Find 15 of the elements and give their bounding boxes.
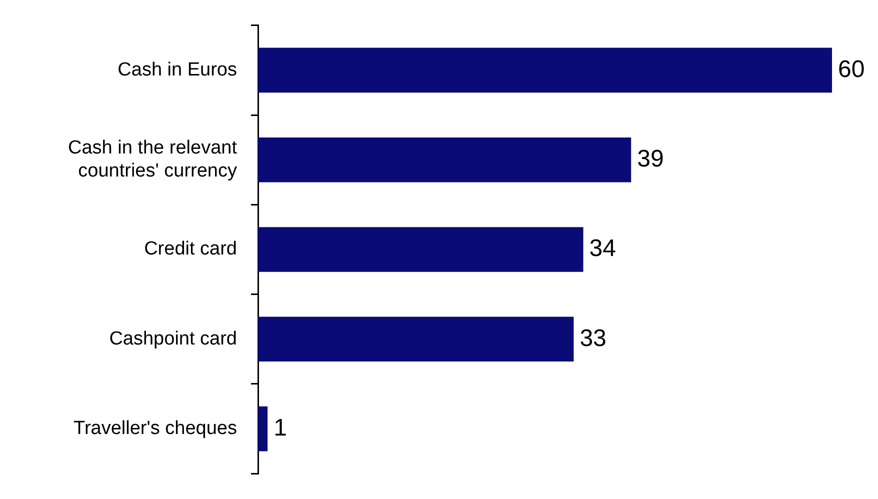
bar (258, 406, 268, 452)
data-label: 1 (274, 414, 287, 442)
y-tick-label: Traveller's cheques (74, 418, 237, 440)
bar (258, 316, 574, 362)
y-tick-label: Cash in the relevant countries' currency (68, 138, 238, 182)
data-label: 34 (589, 235, 616, 262)
bar (258, 137, 632, 182)
y-tick-label: Cashpoint card (109, 328, 237, 350)
y-tick-label: Cash in Euros (118, 59, 237, 80)
data-label: 39 (637, 145, 664, 172)
data-label: 60 (838, 56, 865, 83)
bar (258, 227, 584, 272)
data-label: 33 (580, 324, 606, 352)
bar (258, 48, 832, 93)
y-tick-label: Credit card (144, 238, 237, 260)
